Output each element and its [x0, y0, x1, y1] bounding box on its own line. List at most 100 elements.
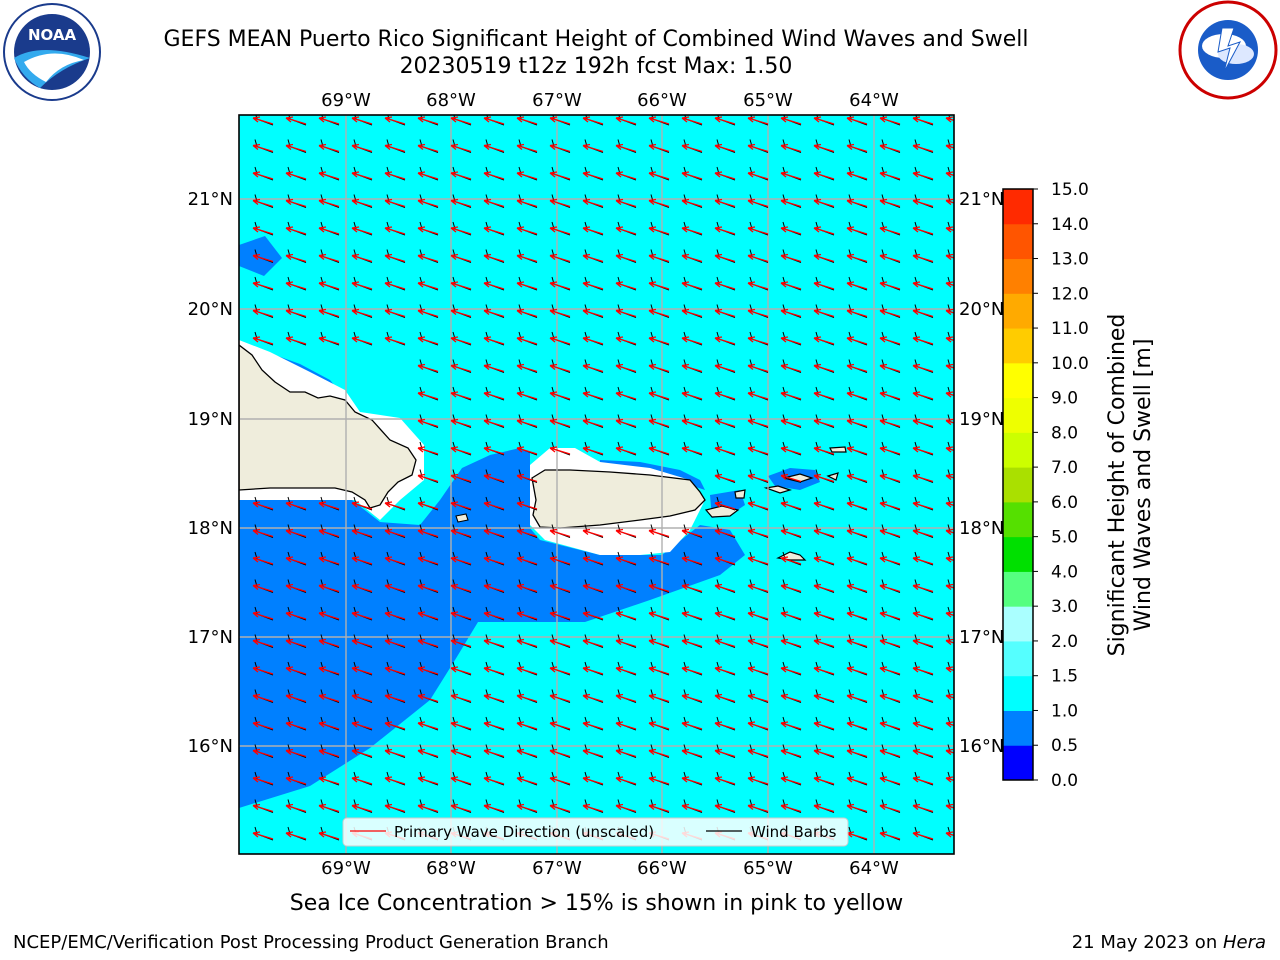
wave-direction-arrow	[318, 611, 340, 620]
wave-direction-arrow	[549, 308, 571, 318]
wave-direction-arrow	[879, 391, 901, 400]
wave-direction-arrow	[615, 611, 637, 620]
colorbar-segment	[1003, 467, 1033, 503]
wave-direction-arrow	[714, 776, 736, 785]
wave-direction-arrow	[747, 473, 769, 483]
wave-direction-arrow	[516, 666, 538, 675]
wave-direction-arrow	[681, 748, 703, 758]
wave-direction-arrow	[384, 308, 406, 318]
wave-direction-arrow	[945, 281, 954, 288]
wave-direction-arrow	[252, 831, 274, 840]
wave-direction-arrow	[417, 226, 439, 235]
wave-direction-arrow	[747, 721, 769, 730]
wave-direction-arrow	[648, 528, 670, 538]
wave-direction-arrow	[417, 143, 439, 153]
wave-direction-arrow	[681, 281, 703, 290]
wave-direction-arrow	[252, 803, 274, 813]
wave-direction-arrow	[813, 143, 835, 153]
wave-direction-arrow	[582, 776, 604, 785]
lat-label: 20°N	[959, 299, 1004, 320]
wave-direction-arrow	[648, 556, 670, 565]
wave-direction-arrow	[549, 693, 571, 703]
wave-direction-arrow	[318, 748, 340, 758]
wave-direction-arrow	[417, 721, 439, 730]
wave-direction-arrow	[549, 803, 571, 813]
wave-direction-arrow	[813, 666, 835, 675]
wave-direction-arrow	[714, 748, 736, 758]
wave-direction-arrow	[450, 501, 472, 510]
wave-direction-arrow	[747, 528, 769, 538]
wave-direction-arrow	[483, 556, 505, 565]
wave-direction-arrow	[582, 528, 604, 538]
wave-direction-arrow	[912, 638, 934, 648]
wave-direction-arrow	[615, 391, 637, 400]
wave-direction-arrow	[384, 171, 406, 180]
wave-direction-arrow	[450, 666, 472, 675]
wave-direction-arrow	[615, 556, 637, 565]
wave-direction-arrow	[549, 721, 571, 730]
wave-direction-arrow	[648, 446, 670, 455]
wave-direction-arrow	[681, 583, 703, 593]
wave-direction-arrow	[813, 363, 835, 373]
wave-direction-arrow	[648, 143, 670, 153]
colorbar-tick-label: 4.0	[1051, 562, 1078, 582]
wave-direction-arrow	[780, 253, 802, 263]
wave-direction-arrow	[318, 528, 340, 538]
colorbar-tick-label: 8.0	[1051, 423, 1078, 443]
wave-direction-arrow	[714, 363, 736, 373]
wave-direction-arrow	[813, 418, 835, 428]
wave-direction-arrow	[318, 116, 340, 125]
lat-label: 16°N	[188, 736, 233, 757]
wave-direction-arrow	[681, 253, 703, 263]
wave-direction-arrow	[912, 528, 934, 538]
wave-direction-arrow	[252, 143, 274, 153]
wave-direction-arrow	[450, 143, 472, 153]
wave-direction-arrow	[714, 501, 736, 510]
wave-direction-arrow	[879, 116, 901, 125]
wave-direction-arrow	[813, 253, 835, 263]
colorbar-title-line2: Wind Waves and Swell [m]	[1131, 339, 1156, 632]
wave-direction-arrow	[912, 776, 934, 785]
wave-direction-arrow	[648, 336, 670, 345]
wave-direction-arrow	[252, 693, 274, 703]
colorbar-tick-label: 14.0	[1051, 215, 1089, 235]
wave-direction-arrow	[615, 418, 637, 428]
wave-direction-arrow	[846, 171, 868, 180]
wave-direction-arrow	[549, 281, 571, 290]
wave-direction-arrow	[450, 226, 472, 235]
wave-direction-arrow	[384, 776, 406, 785]
wave-direction-arrow	[549, 583, 571, 593]
wave-direction-arrow	[384, 693, 406, 703]
wave-direction-arrow	[450, 198, 472, 208]
wave-direction-arrow	[483, 501, 505, 510]
wave-direction-arrow	[582, 143, 604, 153]
wave-direction-arrow	[516, 253, 538, 263]
wave-direction-arrow	[516, 281, 538, 290]
wave-direction-arrow	[384, 583, 406, 593]
wave-direction-arrow	[846, 308, 868, 318]
wave-direction-arrow	[714, 446, 736, 455]
wave-direction-arrow	[813, 501, 835, 510]
wave-direction-arrow	[813, 116, 835, 125]
wave-direction-arrow	[912, 556, 934, 565]
colorbar-segment	[1003, 293, 1033, 329]
wave-direction-arrow	[351, 583, 373, 593]
wave-direction-arrow	[483, 226, 505, 235]
wave-direction-arrow	[681, 418, 703, 428]
wave-direction-arrow	[648, 638, 670, 648]
wave-direction-arrow	[516, 748, 538, 758]
wave-direction-arrow	[450, 611, 472, 620]
noaa-logo: NOAA	[3, 3, 101, 101]
wave-direction-arrow	[714, 528, 736, 538]
colorbar-segment	[1003, 328, 1033, 364]
wave-direction-arrow	[780, 501, 802, 510]
wave-direction-arrow	[582, 666, 604, 675]
wave-direction-arrow	[318, 226, 340, 235]
wave-direction-arrow	[483, 171, 505, 180]
wave-direction-arrow	[714, 666, 736, 675]
wave-direction-arrow	[945, 473, 954, 481]
wave-direction-arrow	[846, 446, 868, 455]
wave-direction-arrow	[318, 803, 340, 813]
wave-direction-arrow	[912, 281, 934, 290]
legend-barb-label: Wind Barbs	[751, 823, 837, 841]
